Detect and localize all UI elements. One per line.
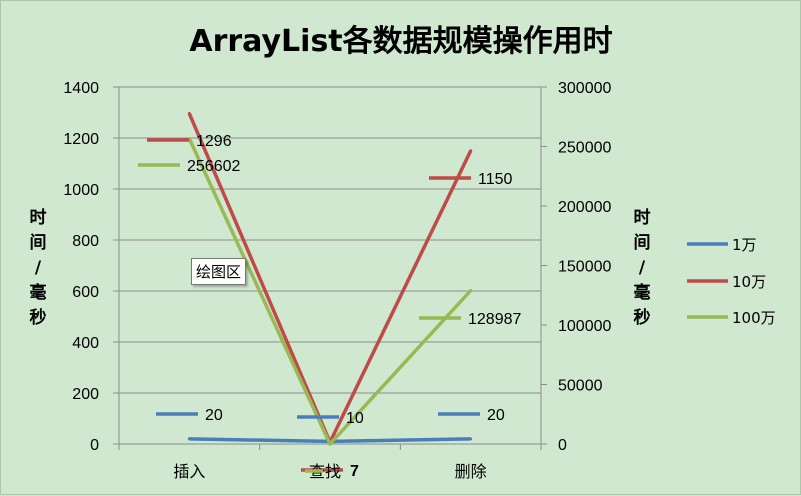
- y-right-tick-label: 50000: [558, 378, 603, 395]
- data-label: 7: [350, 463, 359, 480]
- data-label: 1150: [478, 171, 513, 188]
- y-left-tick-label: 0: [90, 437, 99, 454]
- y-right-tick-label: 150000: [558, 259, 611, 276]
- y-left-axis-title-char: 秒: [30, 307, 47, 328]
- data-label: 10: [346, 410, 364, 427]
- data-label: 20: [205, 407, 223, 424]
- plot-area-tooltip: 绘图区: [191, 258, 247, 285]
- x-category-label: 插入: [173, 462, 205, 481]
- legend-label: 100万: [732, 309, 776, 327]
- data-label: 128987: [468, 311, 521, 328]
- data-point: [187, 437, 191, 441]
- y-left-tick-label: 600: [72, 284, 99, 301]
- legend-label: 10万: [732, 273, 766, 291]
- y-left-tick-label: 1000: [63, 182, 99, 199]
- y-left-tick-label: 1400: [63, 80, 99, 97]
- x-category-label: 删除: [455, 462, 487, 481]
- legend-label: 1万: [732, 236, 757, 254]
- y-right-axis-title-char: 间: [634, 232, 651, 253]
- chart-title: ArrayList各数据规模操作用时: [189, 24, 612, 59]
- data-label: 256602: [187, 158, 240, 175]
- y-left-axis-title-char: /: [35, 258, 42, 278]
- y-left-tick-label: 400: [72, 335, 99, 352]
- data-point: [328, 442, 332, 446]
- y-right-tick-label: 250000: [558, 140, 611, 157]
- data-label: 1296: [196, 133, 232, 150]
- y-right-tick-label: 0: [558, 437, 567, 454]
- y-right-axis-title-char: 毫: [634, 282, 651, 303]
- y-left-tick-label: 800: [72, 233, 99, 250]
- data-point: [469, 437, 473, 441]
- y-left-tick-label: 200: [72, 386, 99, 403]
- y-right-tick-label: 200000: [558, 199, 611, 216]
- y-right-axis-title-char: /: [639, 258, 646, 278]
- data-label: 20: [487, 407, 505, 424]
- y-right-axis-title-char: 时: [634, 208, 651, 228]
- data-point: [469, 149, 473, 153]
- y-right-tick-label: 100000: [558, 318, 611, 335]
- data-point: [187, 112, 191, 116]
- y-left-axis-title-char: 毫: [30, 282, 47, 303]
- x-category-label: 查找: [309, 462, 341, 481]
- data-point: [469, 289, 473, 293]
- y-left-axis-title-char: 时: [30, 208, 47, 228]
- y-right-axis-title-char: 秒: [634, 307, 651, 328]
- y-left-axis-title-char: 间: [30, 232, 47, 253]
- y-left-tick-label: 1200: [63, 131, 99, 148]
- y-right-tick-label: 300000: [558, 80, 611, 97]
